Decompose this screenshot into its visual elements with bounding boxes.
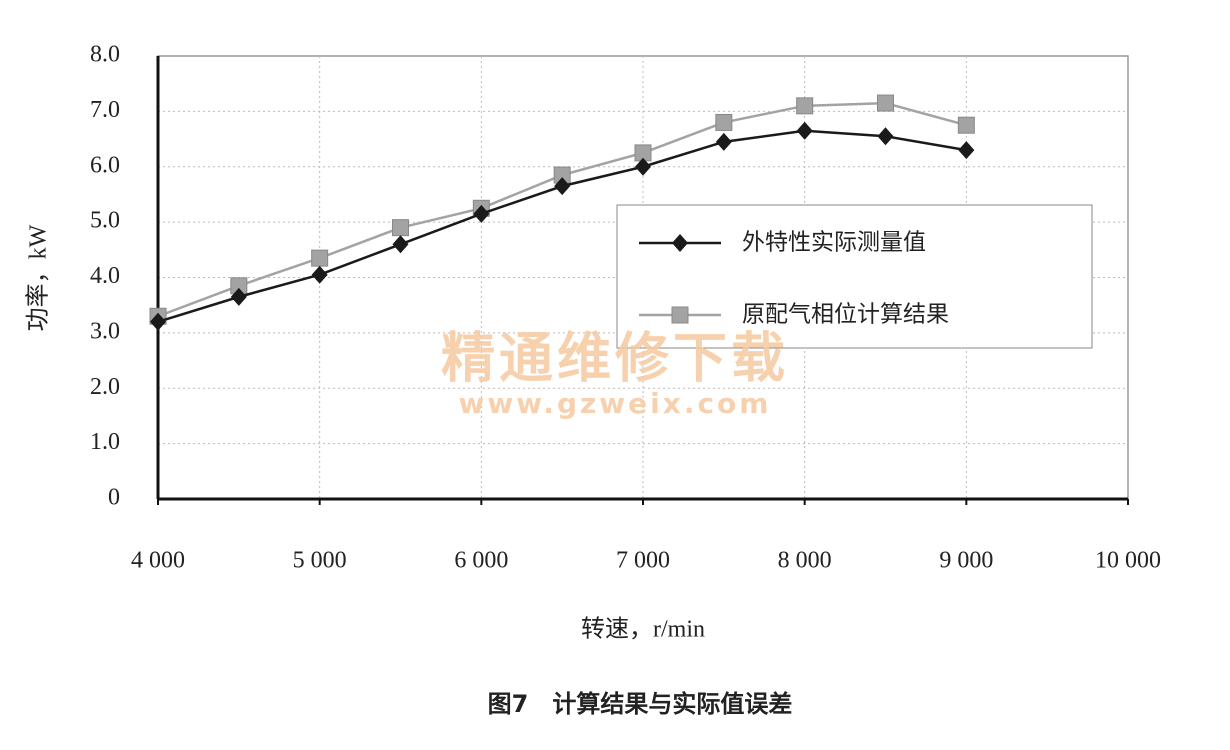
legend-label: 外特性实际测量值	[742, 230, 926, 256]
legend-label: 原配气相位计算结果	[742, 302, 949, 328]
x-tick-label: 10 000	[1095, 548, 1161, 574]
data-point	[311, 265, 328, 284]
data-point	[796, 121, 813, 140]
data-point	[715, 132, 732, 151]
y-axis-label: 功率，kW	[25, 224, 52, 331]
y-tick-label: 5.0	[90, 208, 120, 234]
watermark: www.gzweix.com	[459, 387, 772, 420]
x-tick-label: 6 000	[454, 548, 508, 574]
y-tick-label: 1.0	[90, 429, 120, 455]
data-point	[392, 219, 409, 237]
caption: 图7 计算结果与实际值误差	[488, 690, 793, 718]
x-tick-label: 9 000	[939, 548, 993, 574]
y-tick-label: 0	[108, 485, 120, 511]
data-point	[877, 94, 894, 112]
data-point	[311, 249, 329, 267]
y-tick-label: 2.0	[90, 374, 120, 400]
data-point	[230, 287, 247, 306]
data-point	[796, 97, 814, 115]
y-tick-label: 3.0	[90, 318, 120, 344]
y-tick-label: 6.0	[90, 152, 120, 178]
x-axis-label: 转速，r/min	[581, 616, 705, 643]
plot-area: 0 1.0 2.0 3.0 4.0 5.0 6.0 7.0 8.0 4 000 5 000 6 000…	[90, 42, 1161, 574]
data-point	[150, 312, 166, 331]
data-point	[554, 177, 571, 196]
data-point	[958, 141, 975, 160]
data-point	[473, 204, 490, 223]
y-tick-label: 7.0	[90, 97, 120, 123]
x-tick-label: 5 000	[293, 548, 347, 574]
y-tick-label: 4.0	[90, 263, 120, 289]
watermark: 精通维修下载	[441, 327, 789, 390]
data-point	[715, 113, 733, 131]
legend-marker	[672, 234, 688, 252]
data-point	[635, 157, 651, 176]
data-point	[877, 127, 894, 146]
y-tick-label: 8.0	[90, 42, 120, 68]
legend-box	[616, 204, 1093, 349]
data-point	[392, 235, 409, 254]
data-point	[957, 116, 975, 134]
legend-marker	[671, 306, 689, 324]
x-tick-label: 7 000	[616, 548, 670, 574]
x-tick-label: 4 000	[131, 548, 185, 574]
x-tick-label: 8 000	[778, 548, 832, 574]
